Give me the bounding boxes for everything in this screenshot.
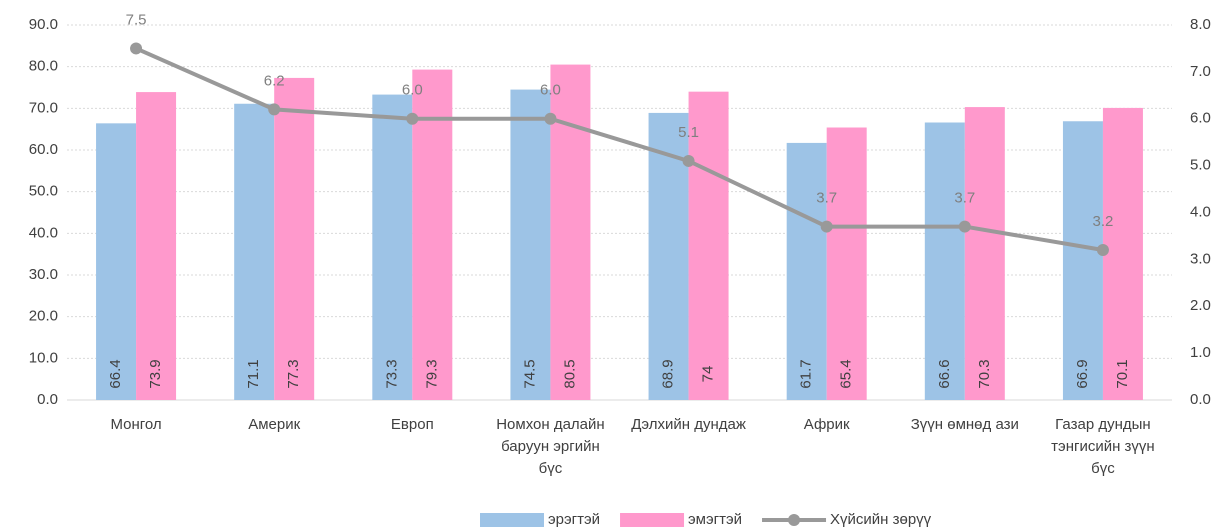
x-tick-label: Зүүн өмнөд ази [910, 416, 1019, 433]
y2-tick-label: 2.0 [1190, 297, 1211, 314]
y-tick-label: 0.0 [37, 391, 58, 408]
line-marker [406, 112, 419, 125]
value-label: 66.6 [936, 359, 953, 388]
y2-tick-label: 0.0 [1190, 391, 1211, 408]
x-tick-label: Америк [248, 416, 301, 433]
bar [1102, 107, 1143, 401]
y-tick-label: 90.0 [29, 16, 58, 33]
line-marker [958, 220, 971, 233]
y-tick-label: 60.0 [29, 141, 58, 158]
y-tick-label: 30.0 [29, 266, 58, 283]
value-label: 80.5 [561, 359, 578, 388]
bar [274, 77, 315, 401]
value-label: 73.3 [383, 359, 400, 388]
x-tick-label: Газар дундын тэнгисийн зүүн бүс [1051, 416, 1155, 477]
bar [412, 69, 453, 400]
value-label: 65.4 [838, 359, 855, 388]
bar [826, 127, 867, 400]
legend-swatch [620, 513, 685, 527]
line-value-label: 3.7 [954, 190, 975, 207]
value-label: 66.4 [107, 359, 124, 388]
legend-label: эмэгтэй [688, 511, 742, 528]
line-value-label: 6.2 [264, 72, 285, 89]
y2-tick-label: 5.0 [1190, 157, 1211, 174]
line-marker [820, 220, 833, 233]
line-value-label: 7.5 [126, 11, 147, 28]
line-value-label: 3.7 [816, 190, 837, 207]
value-label: 66.9 [1074, 359, 1091, 388]
y-tick-label: 70.0 [29, 99, 58, 116]
bar [924, 122, 965, 400]
x-tick-label: Дэлхийн дундаж [631, 416, 746, 433]
value-label: 79.3 [423, 359, 440, 388]
y-tick-label: 40.0 [29, 224, 58, 241]
line-marker [130, 42, 143, 55]
line-marker [682, 154, 695, 167]
y-tick-label: 10.0 [29, 349, 58, 366]
y2-tick-label: 6.0 [1190, 110, 1211, 127]
value-label: 77.3 [285, 359, 302, 388]
y2-tick-label: 4.0 [1190, 203, 1211, 220]
y2-tick-label: 7.0 [1190, 63, 1211, 80]
bar [96, 123, 137, 400]
y-tick-label: 80.0 [29, 58, 58, 75]
y2-tick-label: 3.0 [1190, 250, 1211, 267]
x-tick-label: Номхон далайн баруун эргийн бүс [496, 416, 605, 477]
bar [688, 91, 729, 401]
bar [964, 107, 1005, 400]
line-marker [1096, 244, 1109, 256]
bar [550, 64, 591, 400]
value-label: 71.1 [245, 359, 262, 388]
value-label: 70.1 [1114, 359, 1131, 388]
line-value-label: 5.1 [678, 124, 699, 141]
value-label: 73.9 [147, 359, 164, 388]
line-marker [544, 112, 557, 125]
y-tick-label: 20.0 [29, 308, 58, 325]
bar [372, 94, 413, 400]
value-label: 61.7 [798, 359, 815, 388]
y-tick-label: 50.0 [29, 183, 58, 200]
x-tick-label: Африк [803, 416, 850, 433]
value-label: 70.3 [976, 359, 993, 388]
line-marker [268, 103, 281, 116]
value-label: 74.5 [521, 359, 538, 388]
legend-swatch [480, 513, 544, 527]
bar [786, 142, 827, 400]
y2-tick-label: 1.0 [1190, 344, 1211, 361]
line [135, 46, 1104, 252]
legend-swatch [788, 514, 801, 526]
value-label: 74 [700, 366, 717, 383]
line-value-label: 3.2 [1093, 213, 1114, 230]
bar [234, 103, 275, 400]
line-value-label: 6.0 [402, 82, 423, 99]
legend-label: Хүйсийн зөрүү [830, 511, 932, 528]
line-value-label: 6.0 [540, 82, 561, 99]
bar [136, 92, 177, 400]
x-tick-label: Европ [390, 416, 434, 433]
value-label: 68.9 [660, 359, 677, 388]
y2-tick-label: 8.0 [1190, 16, 1211, 33]
legend-label: эрэгтэй [548, 511, 600, 528]
bar [510, 89, 551, 400]
bar [1062, 121, 1103, 400]
x-tick-label: Монгол [110, 416, 162, 433]
